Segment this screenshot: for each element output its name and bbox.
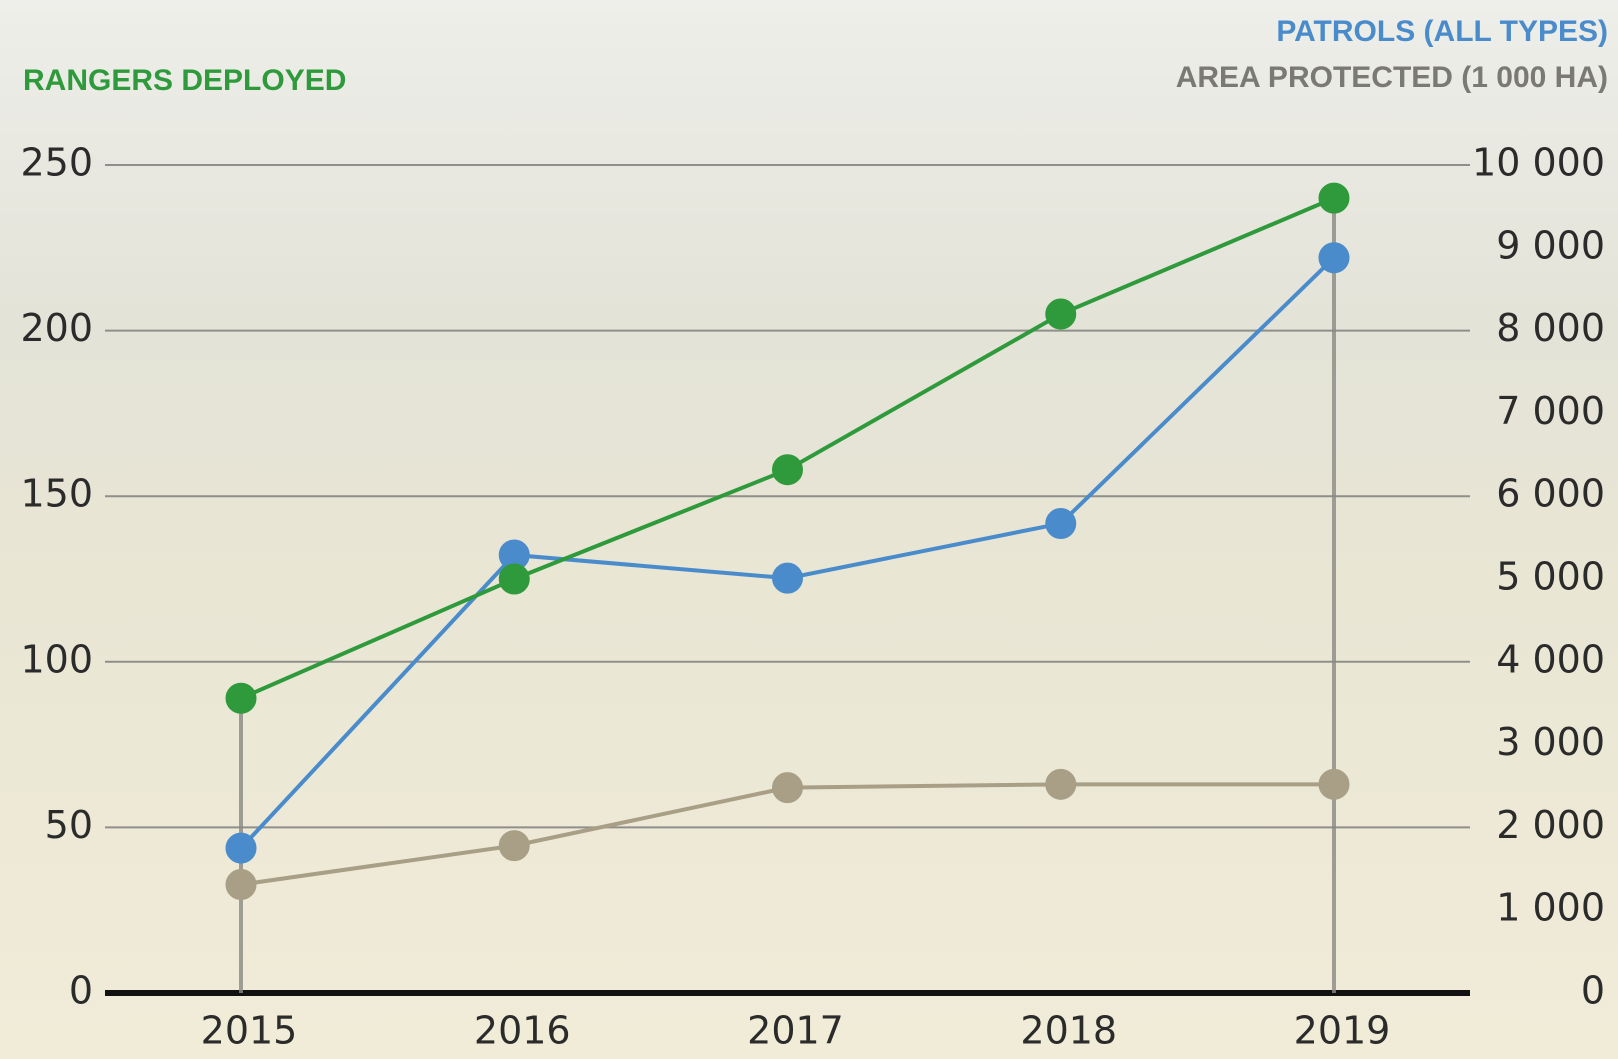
data-point: [1045, 298, 1077, 330]
y2-tick-label: 4 000: [1496, 637, 1605, 681]
data-point: [498, 830, 530, 862]
y-tick-label: 200: [20, 306, 93, 350]
x-tick-label: 2015: [201, 1009, 298, 1053]
y2-tick-label: 6 000: [1496, 472, 1605, 516]
y-tick-label: 250: [20, 141, 93, 185]
y2-tick-label: 3 000: [1496, 720, 1605, 764]
data-point: [498, 563, 530, 595]
y-tick-label: 50: [45, 803, 93, 847]
x-tick-label: 2017: [747, 1009, 844, 1053]
y-axis-title: RANGERS DEPLOYED: [23, 64, 346, 97]
y2-tick-label: 7 000: [1496, 389, 1605, 433]
x-tick-label: 2018: [1020, 1009, 1117, 1053]
y2-axis-title: AREA PROTECTED (1 000 HA): [1176, 61, 1608, 94]
data-point: [225, 869, 257, 901]
data-point: [1318, 242, 1350, 274]
data-point: [1045, 508, 1077, 540]
x-tick-label: 2019: [1294, 1009, 1391, 1053]
y2-tick-label: 5 000: [1496, 555, 1605, 599]
data-point: [772, 772, 803, 804]
data-point: [1045, 768, 1077, 800]
y2-tick-label: 10 000: [1472, 141, 1605, 185]
data-point: [772, 562, 803, 594]
data-point: [772, 454, 803, 486]
y-tick-label: 100: [20, 637, 93, 681]
y-tick-label: 150: [20, 472, 93, 516]
y2-tick-label: 0: [1581, 969, 1605, 1013]
data-point: [1318, 768, 1350, 800]
y2-tick-label: 2 000: [1496, 803, 1605, 847]
y2-tick-label: 8 000: [1496, 306, 1605, 350]
data-point: [225, 682, 257, 714]
y2-axis-title: PATROLS (ALL TYPES): [1276, 15, 1608, 48]
x-tick-label: 2016: [474, 1009, 571, 1053]
data-point: [225, 832, 257, 864]
y-tick-label: 0: [69, 969, 93, 1013]
data-point: [1318, 182, 1350, 214]
y2-tick-label: 9 000: [1496, 223, 1605, 267]
y2-tick-label: 1 000: [1496, 886, 1605, 930]
